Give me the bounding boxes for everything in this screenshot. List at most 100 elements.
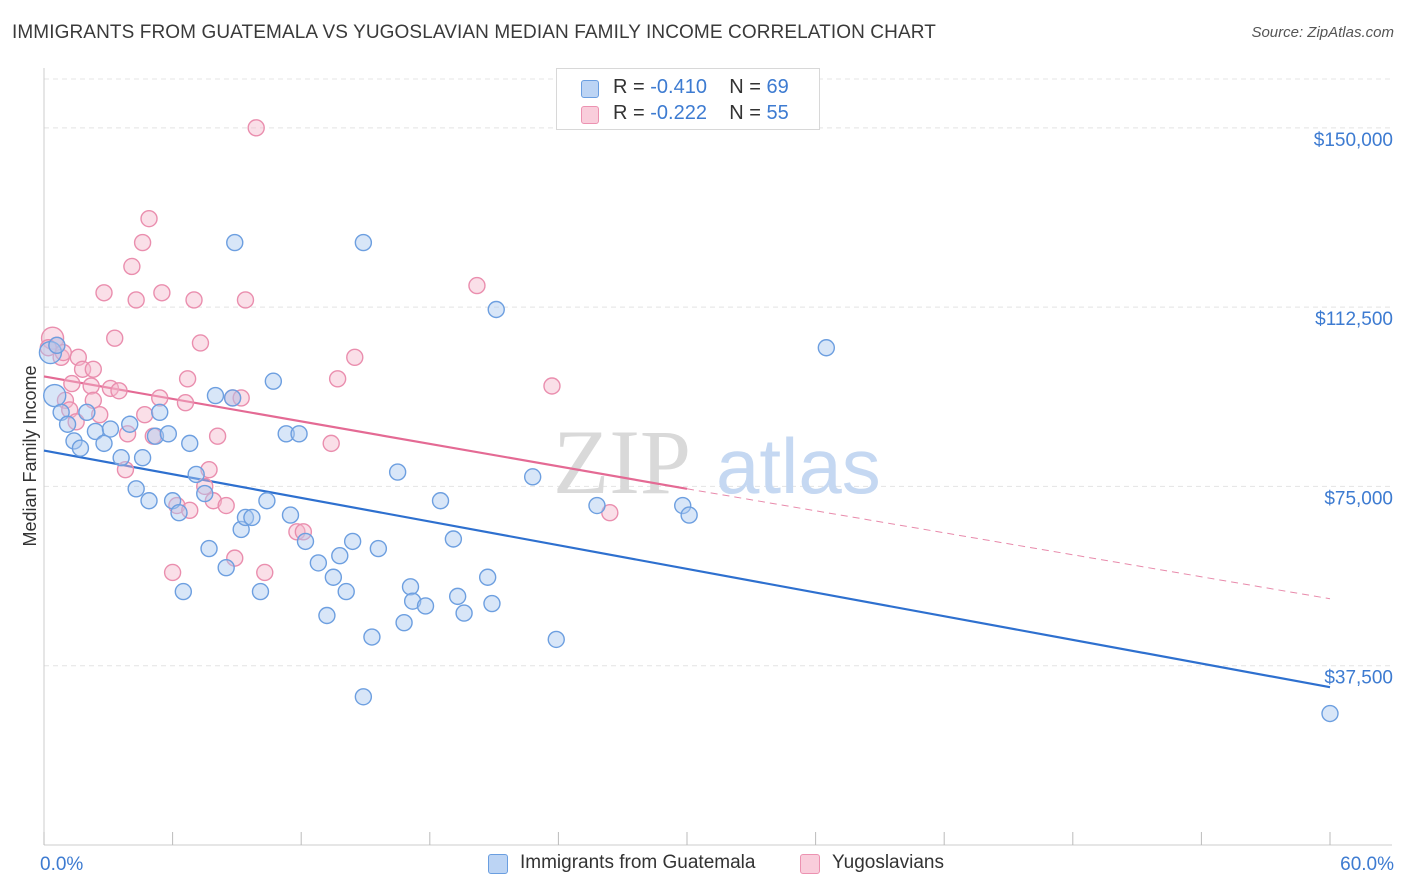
- point-yugoslavians: [110, 382, 128, 400]
- point-yugoslavians: [256, 563, 274, 582]
- point-guatemala: [1321, 704, 1339, 723]
- point-guatemala: [343, 532, 362, 551]
- point-yugoslavians: [123, 257, 141, 276]
- point-guatemala: [226, 233, 244, 252]
- series-legend: Immigrants from Guatemala Yugoslavians: [0, 852, 1406, 878]
- legend-swatch-pink: [581, 106, 599, 124]
- trend-lines: [43, 375, 1331, 689]
- r-label: R =: [613, 102, 651, 124]
- point-guatemala: [455, 604, 473, 622]
- n-value: 69: [766, 76, 789, 98]
- point-guatemala: [174, 582, 193, 601]
- point-yugoslavians: [185, 291, 203, 309]
- point-guatemala: [181, 434, 199, 453]
- watermark-atlas: atlas: [716, 422, 881, 510]
- y-tick-label: $112,500: [1315, 309, 1393, 330]
- point-guatemala: [206, 386, 225, 405]
- data-points: [38, 119, 1339, 723]
- point-guatemala: [416, 597, 435, 615]
- point-guatemala: [403, 592, 422, 610]
- point-guatemala: [258, 492, 276, 510]
- point-guatemala: [363, 628, 381, 646]
- point-yugoslavians: [217, 496, 235, 515]
- point-yugoslavians: [196, 477, 214, 496]
- point-yugoslavians: [153, 284, 171, 302]
- point-guatemala: [187, 465, 205, 484]
- point-yugoslavians: [322, 434, 340, 453]
- point-guatemala: [324, 568, 343, 586]
- point-guatemala: [140, 492, 158, 510]
- point-guatemala: [483, 594, 501, 613]
- point-guatemala: [121, 415, 139, 433]
- point-guatemala: [354, 688, 373, 706]
- watermark: ZIP atlas: [553, 411, 881, 513]
- point-yugoslavians: [163, 563, 182, 582]
- legend-swatch-pink: [800, 854, 820, 874]
- point-guatemala: [277, 425, 295, 443]
- chart-title: IMMIGRANTS FROM GUATEMALA VS YUGOSLAVIAN…: [12, 22, 936, 43]
- point-yugoslavians: [543, 377, 561, 395]
- point-guatemala: [290, 425, 308, 443]
- y-tick-label: $75,000: [1324, 488, 1393, 509]
- point-guatemala: [817, 339, 836, 357]
- point-guatemala: [388, 463, 407, 481]
- point-guatemala: [43, 383, 67, 408]
- point-yugoslavians: [82, 377, 100, 395]
- point-guatemala: [127, 480, 145, 498]
- point-guatemala: [48, 336, 66, 355]
- point-guatemala: [309, 554, 328, 572]
- r-label: R =: [613, 76, 651, 98]
- point-guatemala: [478, 568, 497, 586]
- point-guatemala: [236, 508, 255, 527]
- point-guatemala: [264, 372, 283, 390]
- point-yugoslavians: [208, 427, 227, 445]
- axis-labels: $37,500 $75,000 $112,500 $150,000 0.0% 60.0% M…: [20, 130, 1394, 875]
- point-guatemala: [243, 508, 261, 527]
- point-guatemala: [588, 496, 606, 515]
- point-guatemala: [251, 582, 270, 601]
- point-guatemala: [296, 532, 315, 551]
- point-guatemala: [151, 403, 169, 421]
- point-yugoslavians: [127, 291, 145, 309]
- point-yugoslavians: [346, 348, 364, 367]
- y-tick-label: $37,500: [1324, 668, 1393, 689]
- point-guatemala: [281, 506, 300, 524]
- point-yugoslavians: [136, 405, 154, 424]
- axes: [43, 68, 1392, 846]
- point-guatemala: [196, 484, 214, 503]
- point-guatemala: [523, 468, 542, 486]
- point-yugoslavians: [95, 284, 113, 302]
- point-guatemala: [331, 547, 349, 565]
- y-tick-label: $150,000: [1314, 130, 1393, 151]
- point-guatemala: [58, 415, 77, 433]
- point-yugoslavians: [468, 276, 486, 295]
- point-guatemala: [401, 578, 420, 596]
- trend-line-guatemala: [43, 449, 1331, 689]
- point-guatemala: [112, 449, 130, 467]
- point-yugoslavians: [226, 549, 244, 567]
- point-guatemala: [680, 506, 698, 524]
- point-yugoslavians: [181, 501, 199, 520]
- point-guatemala: [223, 389, 242, 407]
- n-label: N =: [729, 76, 767, 98]
- legend-label: Immigrants from Guatemala: [520, 852, 756, 873]
- trend-line-yugoslavians-extension: [686, 488, 1331, 600]
- stats-legend: R = -0.410 N = 69 R = -0.222 N = 55: [556, 68, 820, 130]
- y-axis-title: Median Family Income: [20, 365, 40, 546]
- point-guatemala: [101, 420, 120, 438]
- point-guatemala: [318, 606, 336, 625]
- point-guatemala: [547, 630, 565, 649]
- point-guatemala: [200, 539, 218, 558]
- trend-line-yugoslavians: [43, 375, 688, 490]
- point-yugoslavians: [140, 209, 158, 228]
- point-guatemala: [217, 558, 235, 577]
- point-guatemala: [95, 434, 113, 453]
- point-yugoslavians: [200, 460, 218, 479]
- point-guatemala: [674, 496, 692, 515]
- point-guatemala: [170, 504, 188, 522]
- legend-swatch-blue: [581, 80, 599, 98]
- point-guatemala: [337, 582, 355, 601]
- x-tick-label: 60.0%: [1340, 854, 1394, 875]
- point-yugoslavians: [151, 389, 169, 407]
- point-yugoslavians: [106, 329, 124, 347]
